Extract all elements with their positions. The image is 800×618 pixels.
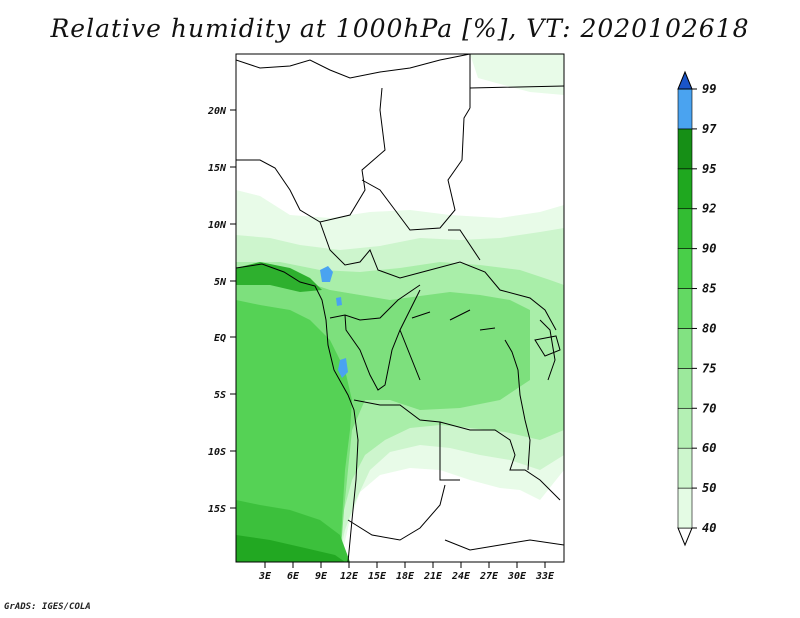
humidity-region-85 (236, 300, 352, 562)
colorbar-segment (677, 487, 693, 529)
grads-credit: GrADS: IGES/COLA (4, 602, 91, 612)
coastline-west (236, 263, 359, 562)
colorbar-label: 97 (702, 122, 717, 136)
colorbar-label: 70 (702, 401, 716, 415)
lat-label: 20N (207, 106, 227, 117)
colorbar-label: 40 (702, 521, 716, 535)
colorbar-label: 60 (702, 441, 716, 455)
colorbar-over-triangle (677, 70, 693, 90)
colorbar-segment (677, 88, 693, 130)
lon-label: 30E (507, 571, 527, 582)
colorbar-label: 75 (702, 361, 716, 375)
colorbar-segment (677, 168, 693, 210)
chart-title: Relative humidity at 1000hPa [%], VT: 20… (50, 14, 750, 43)
border-north (236, 54, 564, 108)
colorbar-segment (677, 208, 693, 249)
colorbar-segment (677, 407, 693, 449)
colorbar-label: 50 (702, 481, 716, 495)
colorbar-label: 95 (702, 162, 716, 176)
colorbar-label: 80 (702, 321, 716, 335)
lat-label: 15S (208, 504, 226, 515)
humidity-region-95-b (336, 297, 342, 306)
humidity-region-95-c (338, 358, 348, 378)
colorbar-segment (677, 368, 693, 409)
border-south (347, 484, 564, 551)
river-congo (399, 309, 496, 381)
lon-label: 18E (396, 571, 415, 582)
colorbar-label: 85 (702, 282, 716, 296)
border-central-3 (353, 399, 561, 501)
borders (236, 54, 564, 562)
humidity-region-95-a (320, 266, 333, 282)
lon-label: 15E (368, 571, 387, 582)
colorbar-segment (677, 447, 693, 489)
lon-label: 9E (315, 571, 328, 582)
border-central-1 (319, 221, 557, 331)
humidity-region-topright (470, 54, 564, 95)
colorbar-label: 90 (702, 242, 716, 256)
colorbar-segment (677, 288, 693, 329)
colorbar-segment (677, 248, 693, 289)
humidity-region-92 (236, 535, 345, 562)
lon-label: 21E (423, 571, 443, 582)
map-frame (235, 53, 565, 563)
border-sahel (236, 87, 471, 231)
colorbar-label: 99 (702, 82, 716, 96)
colorbar-label: 92 (702, 202, 716, 216)
colorbar: 40 50 60 70 75 80 85 90 92 95 97 99 (677, 70, 717, 547)
lon-label: 24E (451, 571, 471, 582)
border-central-2 (329, 284, 421, 391)
lon-label: 33E (535, 571, 555, 582)
colorbar-under-triangle (677, 527, 693, 547)
colorbar-segment (677, 128, 693, 170)
lat-label: EQ (214, 333, 226, 344)
humidity-field (236, 54, 564, 562)
tick-marks (230, 109, 546, 568)
lakes-east (504, 319, 561, 471)
lon-label: 3E (258, 571, 272, 582)
lat-label: 15N (208, 163, 227, 174)
lat-label: 5S (214, 390, 226, 401)
lat-label: 10N (208, 220, 227, 231)
lon-label: 12E (340, 571, 359, 582)
lat-label: 5N (214, 277, 227, 288)
lat-label: 10S (208, 447, 226, 458)
humidity-region-coast (236, 262, 322, 292)
lon-label: 27E (479, 571, 499, 582)
lon-label: 6E (287, 571, 300, 582)
colorbar-segment (677, 328, 693, 369)
